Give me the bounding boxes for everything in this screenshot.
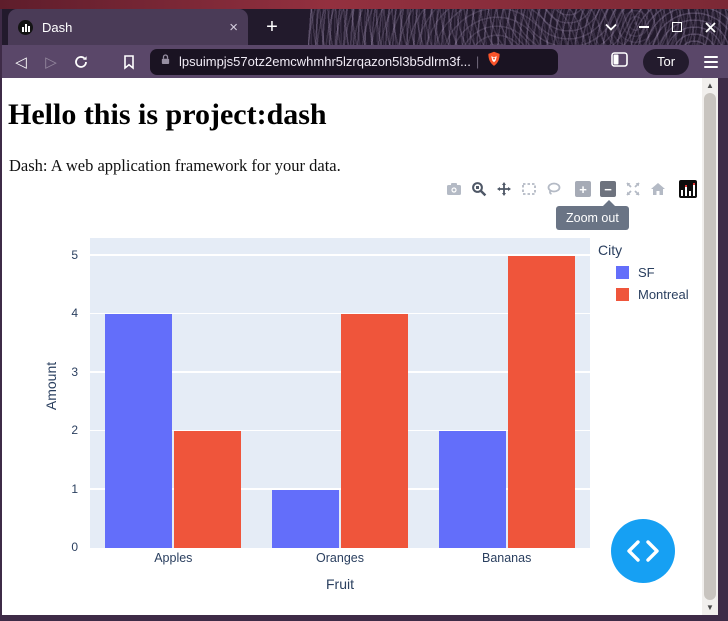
nav-toolbar: ◁ ▷ lpsuimpjs57otz2emcwhmhr5lzrqazon5l3b… — [0, 45, 728, 78]
bar-group — [90, 238, 257, 548]
minimize-button[interactable] — [636, 19, 652, 35]
code-brackets-icon — [627, 540, 659, 562]
bar-group — [257, 238, 424, 548]
bar-sf-bananas — [438, 431, 506, 548]
legend-label: SF — [638, 265, 655, 280]
pan-icon[interactable] — [496, 181, 512, 197]
reset-axes-home-icon[interactable] — [650, 181, 666, 197]
legend-label: Montreal — [638, 287, 689, 302]
page-subtitle: Dash: A web application framework for yo… — [9, 156, 341, 175]
plotly-logo-icon[interactable] — [679, 180, 697, 198]
chart-legend: City SF Montreal — [598, 242, 689, 309]
maximize-button[interactable] — [669, 19, 685, 35]
x-axis-title: Fruit — [326, 576, 354, 592]
tor-button[interactable]: Tor — [643, 48, 689, 75]
zoom-out-tooltip: Zoom out — [556, 200, 629, 230]
legend-items: SF Montreal — [598, 265, 689, 302]
page-content: Hello this is project:dash Dash: A web a… — [2, 78, 702, 615]
y-tick-label: 2 — [71, 423, 78, 438]
bar-sf-apples — [105, 314, 173, 548]
reload-icon[interactable] — [66, 54, 96, 70]
bar-group — [423, 238, 590, 548]
y-ticks: 0 1 2 3 4 5 — [56, 238, 84, 554]
bar-montreal-apples — [174, 431, 242, 548]
forward-icon[interactable]: ▷ — [45, 53, 57, 71]
url-divider: | — [475, 54, 480, 69]
bar-montreal-bananas — [507, 255, 575, 548]
gridline — [90, 488, 590, 490]
tab-dash[interactable]: Dash × — [8, 9, 248, 45]
legend-swatch — [616, 266, 629, 279]
dash-debug-menu-button[interactable] — [611, 519, 675, 583]
legend-item-montreal[interactable]: Montreal — [616, 287, 689, 302]
x-tick-label: Oranges — [316, 551, 364, 565]
lasso-icon[interactable] — [546, 181, 562, 197]
window-border-bottom — [0, 615, 728, 621]
bar-montreal-oranges — [340, 314, 408, 548]
tab-title: Dash — [42, 19, 73, 35]
legend-title: City — [598, 242, 623, 258]
plotly-modebar: + − — [446, 180, 697, 198]
camera-icon[interactable] — [446, 181, 462, 197]
x-ticks: Apples Oranges Bananas — [90, 551, 590, 567]
back-icon[interactable]: ◁ — [15, 53, 27, 71]
gridline — [90, 312, 590, 315]
scrollbar-thumb[interactable] — [704, 93, 716, 600]
zoom-in-icon[interactable]: + — [575, 181, 591, 197]
y-tick-label: 4 — [71, 306, 78, 321]
lock-icon — [159, 53, 172, 71]
url-bar[interactable]: lpsuimpjs57otz2emcwhmhr5lzrqazon5l3b5dlr… — [150, 48, 558, 75]
gridline — [90, 254, 590, 256]
url-text: lpsuimpjs57otz2emcwhmhr5lzrqazon5l3b5dlr… — [179, 54, 471, 69]
tab-close-icon[interactable]: × — [229, 18, 238, 36]
zoom-icon[interactable] — [471, 181, 487, 197]
y-tick-label: 1 — [71, 481, 78, 496]
y-tick-label: 3 — [71, 364, 78, 379]
window-border-right — [718, 78, 728, 621]
y-tick-label: 5 — [71, 247, 78, 262]
scroll-down-icon[interactable]: ▼ — [706, 603, 714, 612]
x-tick-label: Bananas — [481, 551, 532, 565]
legend-item-sf[interactable]: SF — [616, 265, 689, 280]
tor-pattern-decoration — [308, 9, 728, 45]
window-border-left — [0, 9, 2, 615]
bookmark-icon[interactable] — [114, 54, 144, 70]
zoom-out-icon[interactable]: − — [600, 181, 616, 197]
legend-swatch — [616, 288, 629, 301]
close-button[interactable] — [702, 19, 718, 35]
y-tick-label: 0 — [71, 540, 78, 554]
gridline — [90, 371, 590, 373]
bar-sf-oranges — [271, 489, 339, 548]
window-top-strip — [0, 0, 728, 9]
autoscale-icon[interactable] — [625, 181, 641, 197]
brave-shield-icon[interactable] — [486, 51, 502, 73]
x-tick-label: Apples — [154, 551, 193, 565]
page-scrollbar[interactable]: ▲ ▼ — [702, 78, 718, 615]
page-title: Hello this is project:dash — [8, 98, 327, 131]
tab-bar: Dash × + — [0, 9, 728, 45]
new-tab-button[interactable]: + — [266, 15, 278, 38]
box-select-icon[interactable] — [521, 181, 537, 197]
sidebar-icon[interactable] — [611, 51, 628, 72]
gridline — [90, 429, 590, 432]
tab-search-chevron-icon[interactable] — [603, 19, 619, 35]
menu-icon[interactable] — [704, 55, 718, 68]
scroll-up-icon[interactable]: ▲ — [706, 81, 714, 90]
dash-favicon-icon — [18, 19, 33, 35]
plot-area — [90, 238, 590, 548]
